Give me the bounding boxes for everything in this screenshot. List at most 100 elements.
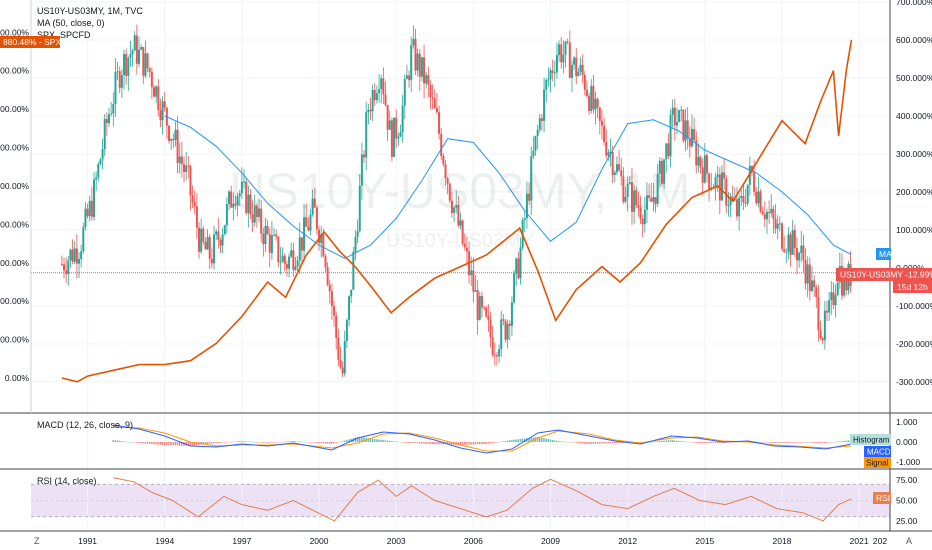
macd-legend[interactable]: MACD (12, 26, close, 9) bbox=[37, 420, 133, 430]
candle-body bbox=[725, 178, 728, 206]
rsi-axis[interactable]: 75.00 50.00 25.00 bbox=[896, 475, 918, 526]
spx-legend[interactable]: SPX, SPCFD bbox=[37, 30, 91, 40]
histogram-bar bbox=[172, 442, 174, 446]
candle-body bbox=[386, 104, 389, 130]
histogram-tag-label: Histogram bbox=[853, 436, 890, 445]
symbol-legend[interactable]: US10Y-US03MY, 1M, TVC bbox=[37, 6, 143, 16]
histogram-bar bbox=[371, 438, 374, 442]
candle-body bbox=[648, 195, 651, 198]
candle-body bbox=[639, 207, 642, 219]
candle-body bbox=[341, 367, 344, 374]
histogram-bar bbox=[187, 442, 189, 446]
histogram-bar bbox=[448, 442, 451, 445]
histogram-bar bbox=[118, 440, 121, 442]
histogram-bar bbox=[466, 442, 468, 445]
macd-axis-tick: 1.000 bbox=[896, 417, 918, 427]
left-price-axis[interactable]: 900.00% 800.00% 700.00% 600.00% 500.00% 400.0… bbox=[0, 27, 29, 383]
histogram-bar bbox=[384, 440, 387, 442]
candle-body bbox=[748, 165, 751, 185]
candle-body bbox=[384, 94, 387, 105]
histogram-bar bbox=[324, 442, 327, 444]
zoom-icon[interactable]: Z bbox=[34, 536, 40, 546]
histogram-bar bbox=[656, 441, 659, 442]
candle-body bbox=[429, 84, 432, 98]
candle-body bbox=[577, 71, 580, 77]
histogram-bar bbox=[515, 439, 517, 442]
histogram-bar bbox=[781, 442, 783, 443]
histogram-bar bbox=[712, 442, 714, 443]
time-axis[interactable]: 1991 1994 1997 2000 2003 2006 2009 2012 2015 2018… bbox=[78, 536, 887, 546]
histogram-bar bbox=[714, 442, 717, 443]
candle-body bbox=[322, 233, 325, 257]
ma-legend[interactable]: MA (50, close, 0) bbox=[37, 18, 105, 28]
candle-body bbox=[95, 177, 98, 180]
histogram-bar bbox=[834, 441, 837, 443]
histogram-bar bbox=[418, 442, 421, 444]
candle-body bbox=[690, 128, 693, 147]
candle-body bbox=[213, 234, 216, 264]
histogram-bar bbox=[196, 442, 198, 446]
histogram-bar bbox=[839, 441, 841, 442]
candle-body bbox=[189, 165, 192, 196]
candle-body bbox=[320, 233, 323, 244]
histogram-bar bbox=[397, 441, 399, 443]
histogram-bar bbox=[176, 442, 179, 446]
candle-body bbox=[408, 75, 411, 81]
candle-body bbox=[425, 75, 428, 84]
candle-body bbox=[697, 156, 700, 166]
histogram-bar bbox=[772, 442, 775, 443]
histogram-bar bbox=[412, 442, 414, 444]
candle-body bbox=[174, 129, 177, 141]
histogram-bar bbox=[243, 441, 245, 442]
macd-axis[interactable]: 1.000 0.000 -1.000 bbox=[896, 417, 920, 467]
histogram-bar bbox=[376, 439, 378, 442]
rsi-legend[interactable]: RSI (14, close) bbox=[37, 476, 97, 486]
candle-body bbox=[720, 172, 723, 201]
right-price-axis[interactable]: 700.000% 600.000% 500.000% 400.000% 300.000%… bbox=[896, 0, 932, 387]
histogram-bar bbox=[481, 442, 483, 445]
histogram-bar bbox=[789, 442, 792, 443]
histogram-bar bbox=[558, 441, 560, 442]
histogram-bar bbox=[121, 441, 123, 442]
candle-body bbox=[532, 150, 535, 157]
histogram-bar bbox=[217, 442, 219, 443]
candle-body bbox=[817, 297, 820, 331]
candle-body bbox=[333, 306, 336, 316]
candle-body bbox=[686, 120, 689, 139]
candle-body bbox=[410, 45, 413, 81]
ma-tag bbox=[876, 248, 891, 260]
time-axis-tick: 1997 bbox=[232, 536, 251, 546]
histogram-bar bbox=[776, 442, 779, 443]
auto-scale-icon[interactable]: A bbox=[906, 536, 912, 546]
histogram-bar bbox=[146, 442, 149, 444]
candle-body bbox=[813, 280, 816, 288]
histogram-bar bbox=[774, 442, 777, 443]
right-axis-tick: 700.000% bbox=[896, 0, 932, 7]
candle-body bbox=[656, 173, 659, 204]
histogram-bar bbox=[528, 438, 530, 442]
candle-body bbox=[573, 57, 576, 65]
histogram-bar bbox=[163, 442, 166, 445]
candle-body bbox=[667, 143, 670, 157]
candle-body bbox=[459, 220, 462, 226]
candle-body bbox=[360, 154, 363, 186]
left-axis-tick: 200.00% bbox=[0, 296, 29, 306]
candle-body bbox=[219, 239, 222, 246]
histogram-bar bbox=[290, 441, 292, 442]
histogram-bar bbox=[247, 441, 249, 442]
histogram-bar bbox=[819, 442, 822, 443]
histogram-bar bbox=[654, 441, 657, 443]
histogram-bar bbox=[343, 440, 346, 442]
candle-body bbox=[163, 101, 166, 108]
histogram-bar bbox=[410, 442, 412, 444]
macd-axis-tick: -1.000 bbox=[896, 457, 920, 467]
countdown-tag bbox=[893, 281, 932, 293]
histogram-bar bbox=[761, 442, 764, 443]
histogram-bar bbox=[620, 442, 622, 443]
histogram-bar bbox=[301, 441, 303, 443]
candle-body bbox=[262, 233, 265, 245]
candle-body bbox=[187, 165, 190, 167]
candle-body bbox=[787, 234, 790, 252]
histogram-bar bbox=[346, 439, 348, 442]
